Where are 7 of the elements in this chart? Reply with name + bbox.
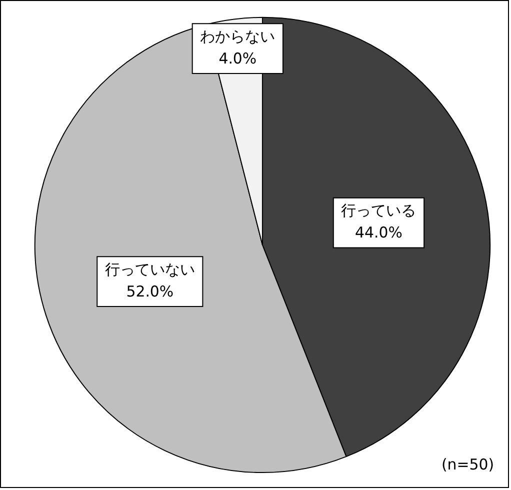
data-label: 52.0% (126, 282, 174, 300)
data-label: 4.0% (218, 49, 257, 68)
data-label: 44.0% (355, 224, 402, 242)
slice-label: 行っている (341, 202, 416, 220)
slice-label: わからない (200, 28, 276, 46)
slice-label: 行っていない (104, 260, 195, 278)
text: (n=50) (441, 455, 494, 474)
